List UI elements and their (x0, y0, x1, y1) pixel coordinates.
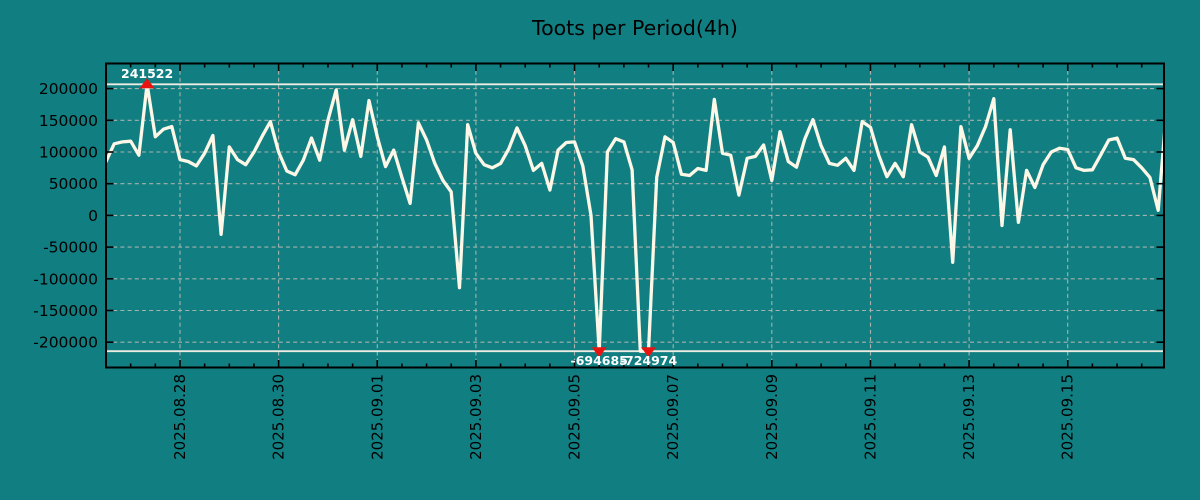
y-tick-label: -200000 (33, 334, 98, 352)
x-tick-label: 2025.09.09 (763, 374, 781, 460)
y-tick-label: -150000 (33, 302, 98, 320)
y-tick-label: 150000 (39, 112, 98, 130)
x-tick-label: 2025.09.05 (566, 374, 584, 460)
x-tick-label: 2025.09.01 (368, 374, 386, 460)
max-annotation: 241522 (121, 66, 173, 81)
extreme-markers (139, 78, 657, 358)
x-tick-label: 2025.09.07 (664, 374, 682, 460)
min-marker-icon (641, 347, 657, 358)
x-tick-label: 2025.09.11 (862, 374, 880, 460)
x-tick-label: 2025.09.15 (1059, 374, 1077, 460)
y-tick-label: 50000 (49, 175, 98, 193)
data-line (106, 82, 1164, 353)
grid-lines (106, 63, 1164, 368)
y-tick-label: 100000 (39, 144, 98, 162)
x-tick-label: 2025.08.30 (270, 374, 288, 460)
max-marker-icon (139, 78, 155, 89)
x-tick-label: 2025.09.13 (960, 374, 978, 460)
x-tick-label: 2025.08.28 (171, 374, 189, 460)
y-tick-label: -50000 (43, 239, 98, 257)
axis-labels: 200000 150000 100000 50000 0 -50000 -100000 -15… (33, 80, 1076, 460)
min-annotation: -694685 (571, 353, 628, 368)
y-tick-label: 0 (88, 207, 98, 225)
clip-lines (106, 83, 1164, 353)
chart-title: Toots per Period(4h) (531, 16, 738, 40)
min-annotation: -724974 (620, 353, 678, 368)
y-tick-label: 200000 (39, 80, 98, 98)
series-line (106, 82, 1164, 353)
axis-ticks (106, 63, 1164, 368)
x-tick-label: 2025.09.03 (467, 374, 485, 460)
min-marker-icon (591, 347, 607, 358)
y-tick-label: -100000 (33, 270, 98, 288)
annotations: 241522 -694685-724974 (121, 66, 678, 368)
